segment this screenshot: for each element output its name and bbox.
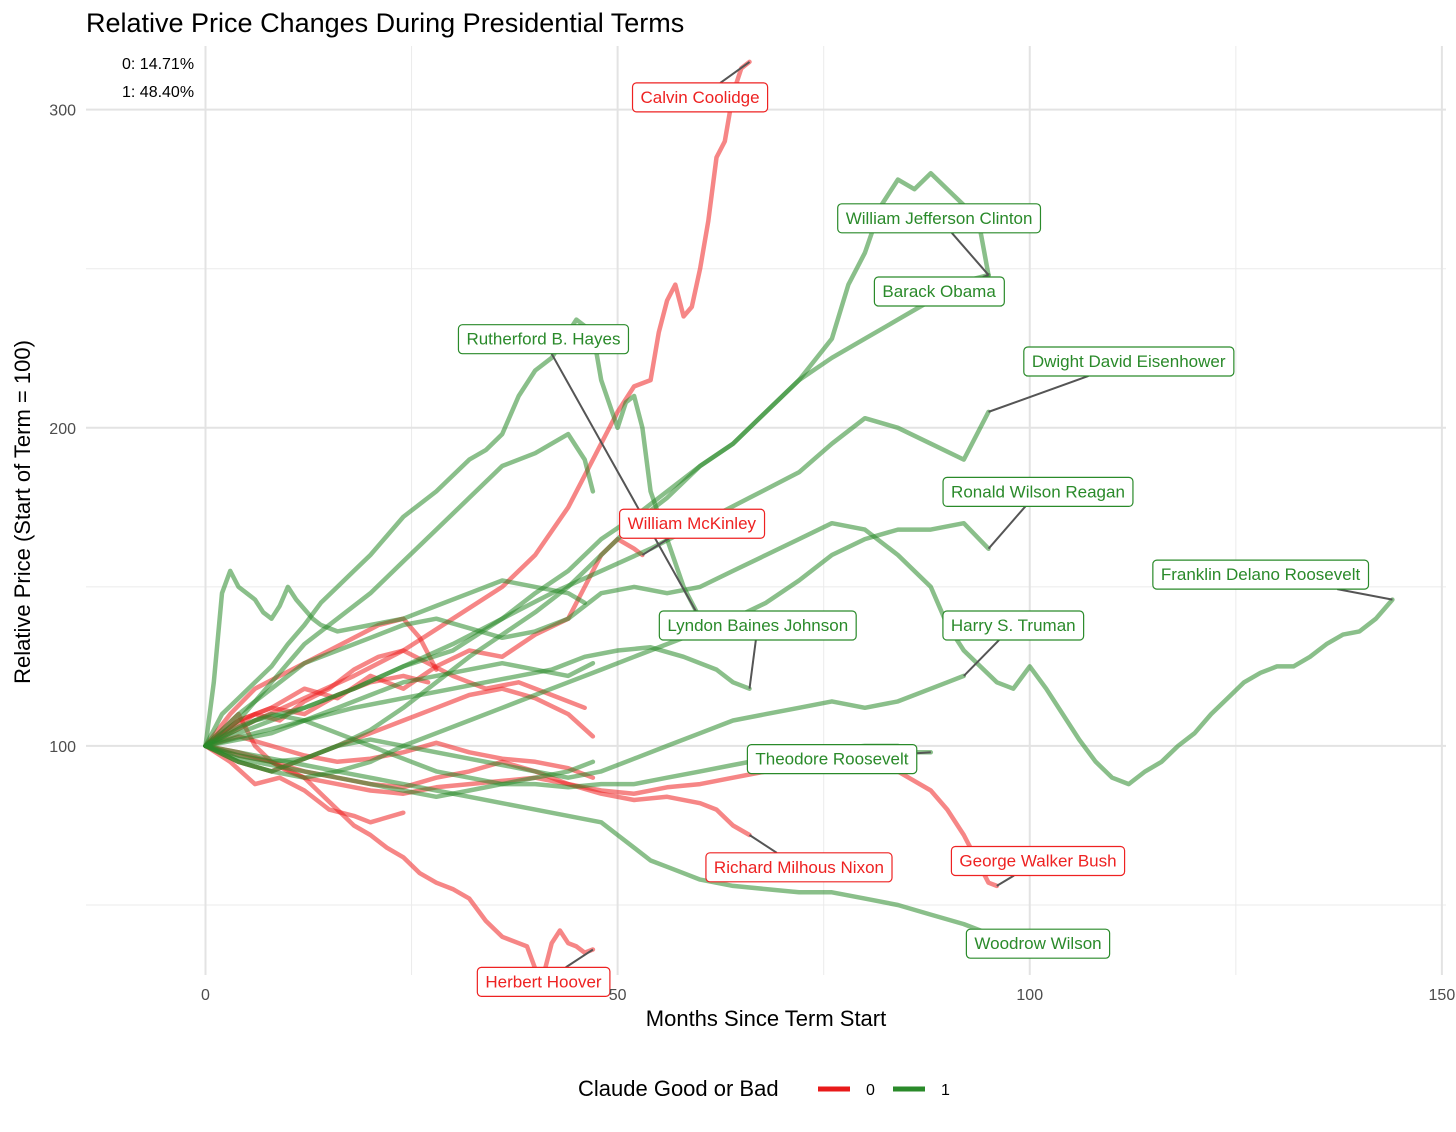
series-label-box — [705, 852, 893, 883]
series-label-box — [942, 476, 1134, 508]
series-label-box — [476, 966, 611, 997]
series-line — [203, 743, 596, 800]
label-leader-line — [916, 751, 931, 755]
legend-title: Claude Good or Bad — [578, 1076, 779, 1101]
x-tick-label: 150 — [1429, 987, 1456, 1004]
series-line — [203, 317, 703, 749]
label-leader-line — [963, 639, 1000, 677]
annotation-1: 1: 48.40% — [122, 84, 194, 101]
label-leader-line — [748, 639, 757, 689]
series-lines — [203, 59, 1395, 978]
series-line — [203, 673, 967, 780]
series-line — [203, 660, 596, 749]
label-leader-line — [550, 353, 701, 620]
series-label-text: Herbert Hoover — [485, 972, 602, 991]
label-leader-line — [748, 834, 778, 854]
series-label: Rutherford B. Hayes — [457, 324, 630, 355]
series-label: William McKinley — [618, 508, 766, 539]
series-label: Franklin Delano Roosevelt — [1152, 559, 1370, 590]
series-line — [203, 568, 587, 749]
grid — [86, 46, 1446, 975]
series-label-box — [631, 82, 769, 113]
legend-label-1: 1 — [941, 1082, 950, 1099]
y-tick-label: 200 — [49, 421, 76, 438]
series-label: Woodrow Wilson — [965, 928, 1111, 959]
x-tick-label: 0 — [201, 987, 210, 1004]
series-label-text: Barack Obama — [882, 282, 996, 301]
label-leader-line — [719, 61, 751, 84]
series-label-text: Woodrow Wilson — [974, 934, 1101, 953]
series-label-box — [746, 744, 918, 775]
series-label-text: Richard Milhous Nixon — [714, 858, 884, 877]
series-label: Ronald Wilson Reagan — [942, 476, 1134, 508]
series-label-box — [618, 508, 766, 539]
series-label: Theodore Roosevelt — [746, 744, 918, 775]
series-label: Herbert Hoover — [476, 966, 611, 997]
series-label-box — [942, 610, 1085, 641]
series-label: Richard Milhous Nixon — [705, 852, 893, 883]
label-leader-line — [1337, 588, 1393, 601]
series-line — [203, 743, 406, 825]
label-leader-line — [987, 505, 1027, 550]
series-label-box — [1152, 559, 1370, 590]
x-tick-label: 100 — [1016, 987, 1043, 1004]
y-tick-label: 100 — [49, 739, 76, 756]
axes: 0 50 100 150 100 200 300 — [49, 103, 1455, 1004]
series-label-box — [837, 203, 1042, 234]
x-axis-title: Months Since Term Start — [646, 1006, 886, 1031]
series-label-text: Franklin Delano Roosevelt — [1161, 565, 1361, 584]
legend: Claude Good or Bad 0 1 — [578, 1076, 950, 1101]
series-line — [203, 734, 596, 780]
series-label: Dwight David Eisenhower — [1023, 346, 1235, 377]
series-label-text: Ronald Wilson Reagan — [951, 482, 1125, 501]
y-axis-title: Relative Price (Start of Term = 100) — [10, 340, 35, 684]
series-label-box — [873, 276, 1005, 307]
series-label-text: William McKinley — [628, 514, 757, 533]
series-label-text: William Jefferson Clinton — [846, 209, 1033, 228]
series-line — [203, 431, 596, 749]
series-line — [203, 171, 991, 749]
series-label: Lyndon Baines Johnson — [658, 610, 857, 641]
series-label-text: Dwight David Eisenhower — [1032, 352, 1226, 371]
series-label-box — [1023, 346, 1235, 377]
series-label: George Walker Bush — [950, 845, 1126, 877]
series-line — [203, 743, 991, 936]
label-leader-line — [988, 375, 1089, 413]
series-line — [203, 520, 1395, 787]
x-tick-label: 50 — [609, 987, 627, 1004]
series-label-text: Lyndon Baines Johnson — [667, 616, 848, 635]
series-label-box — [658, 610, 857, 641]
series-label: Harry S. Truman — [942, 610, 1085, 641]
series-label-text: Rutherford B. Hayes — [466, 330, 620, 349]
label-leader-line — [565, 948, 594, 969]
series-label: Barack Obama — [873, 276, 1005, 307]
legend-label-0: 0 — [866, 1082, 875, 1099]
annotation-0: 0: 14.71% — [122, 56, 194, 73]
series-line — [203, 743, 1000, 889]
series-label-text: Harry S. Truman — [951, 616, 1076, 635]
series-label: William Jefferson Clinton — [837, 203, 1042, 234]
series-label: Calvin Coolidge — [631, 82, 769, 113]
y-tick-label: 300 — [49, 103, 76, 120]
series-label-text: George Walker Bush — [959, 851, 1116, 870]
series-line — [203, 673, 431, 749]
series-label-box — [965, 928, 1111, 959]
series-label-text: Theodore Roosevelt — [755, 750, 908, 769]
chart-title: Relative Price Changes During Presidenti… — [86, 8, 684, 38]
label-leaders — [550, 61, 1393, 969]
series-label-box — [950, 845, 1126, 877]
series-label-box — [457, 324, 630, 355]
label-leader-line — [950, 232, 990, 276]
series-labels: Calvin Coolidge William McKinley Herbert H… — [457, 82, 1370, 997]
label-leader-line — [996, 874, 1015, 887]
label-leader-line — [641, 537, 670, 556]
series-label-text: Calvin Coolidge — [641, 88, 760, 107]
